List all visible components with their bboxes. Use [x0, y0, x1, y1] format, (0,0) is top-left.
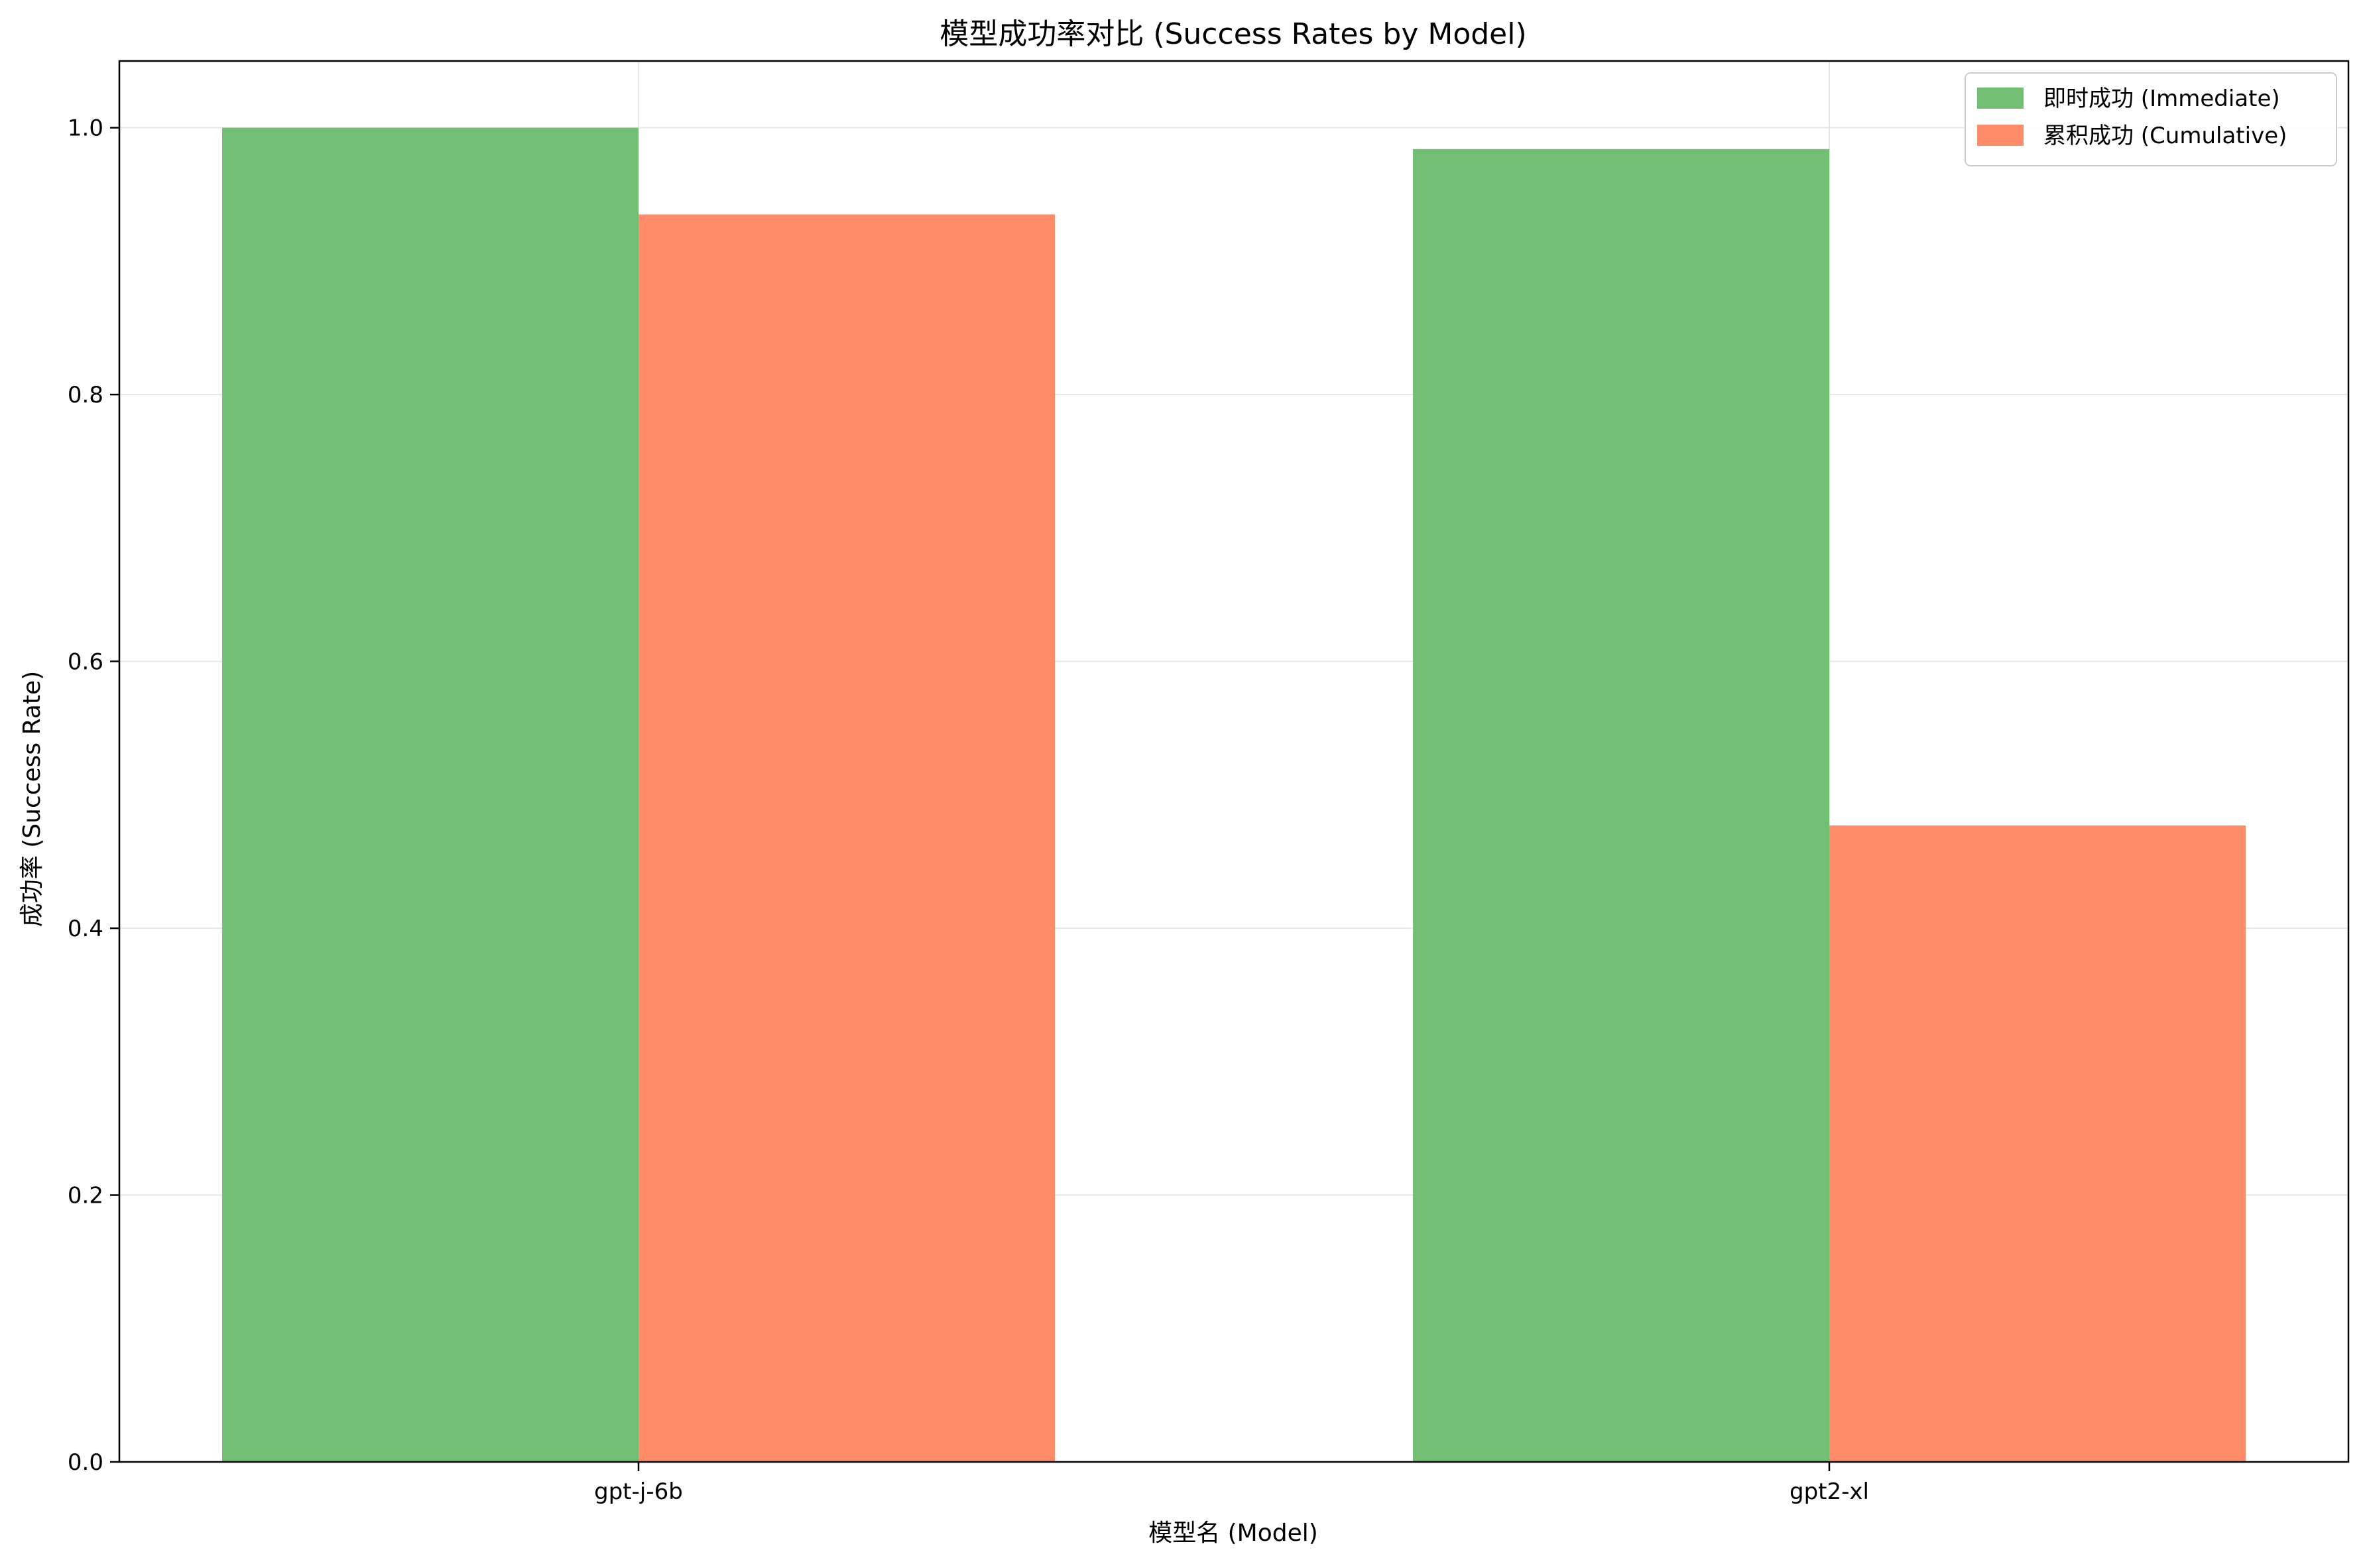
x-tick-label: gpt2-xl	[1790, 1478, 1869, 1505]
y-tick-label: 0.0	[68, 1449, 103, 1476]
y-tick-label: 1.0	[68, 115, 103, 142]
y-tick-label: 0.2	[68, 1183, 103, 1209]
x-axis-label: 模型名 (Model)	[1148, 1520, 1318, 1547]
legend-label: 累积成功 (Cumulative)	[2043, 123, 2287, 149]
y-tick-label: 0.8	[68, 382, 103, 408]
bar-gpt-j-6b-series-1	[638, 214, 1055, 1462]
y-axis-label: 成功率 (Success Rate)	[19, 671, 46, 927]
plot-frame	[118, 60, 2350, 1463]
legend-box	[1965, 72, 2337, 166]
bar-gpt2-xl-series-1	[1829, 825, 2246, 1462]
x-tick-label: gpt-j-6b	[594, 1478, 683, 1505]
y-tick-label: 0.6	[68, 649, 103, 676]
chart-title: 模型成功率对比 (Success Rates by Model)	[940, 17, 1526, 51]
legend-swatch	[1977, 125, 2024, 146]
legend-label: 即时成功 (Immediate)	[2043, 86, 2280, 112]
bars	[222, 127, 2246, 1463]
legend-swatch	[1977, 88, 2024, 109]
axis-ticks: 0.0 0.2 0.4 0.6 0.8 1.0 gpt-j-6b gpt2-xl	[68, 115, 1869, 1505]
legend: 即时成功 (Immediate) 累积成功 (Cumulative)	[1965, 72, 2337, 166]
bar-gpt-j-6b-series-0	[222, 127, 638, 1463]
y-tick-label: 0.4	[68, 916, 103, 942]
bar-gpt2-xl-series-0	[1413, 149, 1829, 1462]
